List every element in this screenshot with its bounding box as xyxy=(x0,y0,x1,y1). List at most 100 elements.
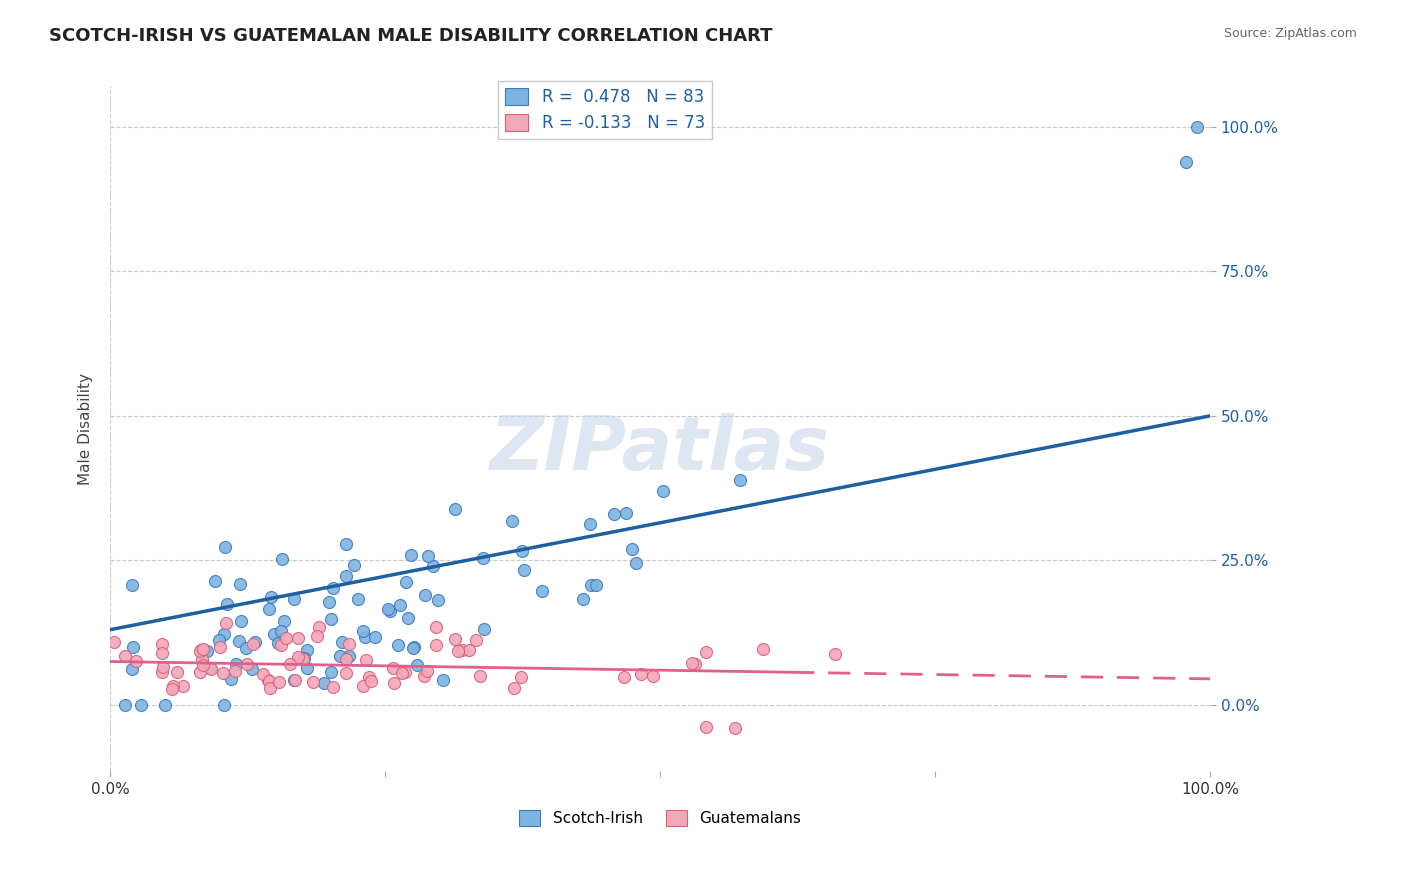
Point xyxy=(353,630,375,644)
Point xyxy=(451,643,474,657)
Point xyxy=(391,665,413,680)
Point xyxy=(405,658,427,673)
Point xyxy=(114,698,136,712)
Point xyxy=(295,661,318,675)
Point xyxy=(308,620,330,634)
Point xyxy=(751,641,773,656)
Point xyxy=(103,635,125,649)
Point xyxy=(394,665,416,679)
Point xyxy=(425,620,447,634)
Point xyxy=(402,640,425,655)
Point xyxy=(581,578,603,592)
Point xyxy=(257,602,280,616)
Point xyxy=(150,637,173,651)
Point xyxy=(335,665,357,680)
Point xyxy=(252,667,274,681)
Point xyxy=(512,563,534,577)
Point xyxy=(278,657,301,672)
Point xyxy=(360,674,382,689)
Point xyxy=(380,604,402,618)
Point xyxy=(204,574,226,588)
Point xyxy=(1185,120,1208,134)
Point xyxy=(271,552,294,566)
Point xyxy=(728,473,751,487)
Point xyxy=(337,638,360,652)
Point xyxy=(354,653,377,667)
Point xyxy=(335,536,357,550)
Point xyxy=(416,549,439,563)
Point xyxy=(343,558,366,573)
Point xyxy=(695,645,717,659)
Y-axis label: Male Disability: Male Disability xyxy=(79,373,93,485)
Point xyxy=(122,640,145,654)
Point xyxy=(472,622,495,636)
Point xyxy=(585,577,607,591)
Point xyxy=(287,631,309,645)
Text: SCOTCH-IRISH VS GUATEMALAN MALE DISABILITY CORRELATION CHART: SCOTCH-IRISH VS GUATEMALAN MALE DISABILI… xyxy=(49,27,773,45)
Point xyxy=(509,670,531,684)
Point xyxy=(240,662,263,676)
Point xyxy=(364,630,387,644)
Text: ZIPatlas: ZIPatlas xyxy=(491,413,830,486)
Point xyxy=(160,681,183,696)
Point xyxy=(152,660,174,674)
Point xyxy=(352,624,374,638)
Point xyxy=(228,634,250,648)
Point xyxy=(224,664,246,678)
Point xyxy=(305,629,328,643)
Point xyxy=(242,637,264,651)
Point xyxy=(190,643,212,657)
Point xyxy=(188,644,211,658)
Point xyxy=(502,681,524,696)
Point xyxy=(425,638,447,652)
Point xyxy=(302,675,325,690)
Point xyxy=(166,665,188,679)
Point xyxy=(124,654,146,668)
Point xyxy=(510,543,533,558)
Point xyxy=(824,647,846,661)
Point xyxy=(613,670,636,684)
Point xyxy=(319,612,342,626)
Legend: Scotch-Irish, Guatemalans: Scotch-Irish, Guatemalans xyxy=(513,804,807,832)
Point xyxy=(641,669,664,683)
Point xyxy=(1174,154,1197,169)
Point xyxy=(294,651,316,665)
Point xyxy=(283,673,305,687)
Point xyxy=(614,506,637,520)
Point xyxy=(347,591,370,606)
Point xyxy=(464,632,486,647)
Point xyxy=(257,673,280,688)
Point xyxy=(447,643,470,657)
Point xyxy=(269,674,291,689)
Point xyxy=(432,673,454,687)
Point xyxy=(471,551,494,566)
Point xyxy=(235,641,257,656)
Point xyxy=(335,569,357,583)
Point xyxy=(318,595,340,609)
Point xyxy=(208,633,231,648)
Point xyxy=(283,673,305,687)
Point xyxy=(683,657,706,672)
Point xyxy=(114,649,136,664)
Point xyxy=(416,664,439,678)
Point xyxy=(212,627,235,641)
Point xyxy=(191,657,214,672)
Point xyxy=(413,588,436,602)
Point xyxy=(200,662,222,676)
Point xyxy=(129,698,152,712)
Point xyxy=(501,514,523,528)
Point xyxy=(215,615,238,630)
Point xyxy=(624,556,647,570)
Point xyxy=(395,574,418,589)
Point xyxy=(155,698,177,712)
Point xyxy=(150,646,173,660)
Point xyxy=(579,516,602,531)
Point xyxy=(121,662,143,676)
Point xyxy=(681,657,703,671)
Point xyxy=(214,540,236,554)
Point xyxy=(274,632,297,646)
Point xyxy=(724,721,747,735)
Point xyxy=(387,639,409,653)
Point xyxy=(150,665,173,679)
Point xyxy=(198,661,221,675)
